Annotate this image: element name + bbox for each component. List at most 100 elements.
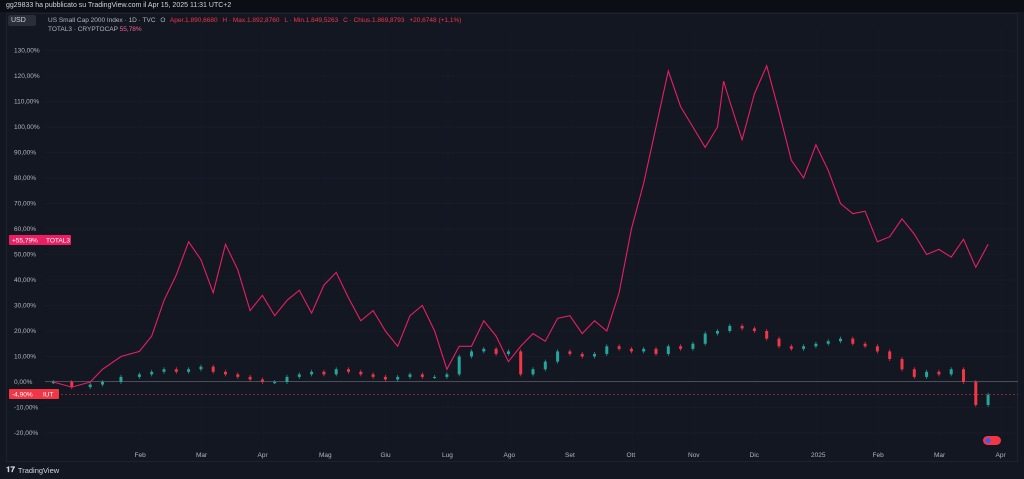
y-tick-label: 90,00%: [14, 150, 36, 157]
legend-compare-name[interactable]: TOTAL3 · CRYPTOCAP: [48, 26, 118, 33]
candle-body: [814, 343, 818, 347]
legend-open: Aper.1.890,6680: [169, 17, 218, 24]
legend-low: L · Min.1.849,5263: [284, 17, 339, 24]
candle-body: [654, 348, 658, 354]
candle-body: [789, 346, 793, 349]
legend-main-name[interactable]: US Small Cap 2000 Index · 1D · TVC: [48, 17, 156, 24]
y-tick-label: 30,00%: [14, 303, 36, 310]
y-tick-label: 60,00%: [14, 226, 36, 233]
x-tick-label: Nov: [688, 452, 700, 459]
candle-body: [162, 369, 166, 372]
candle-body: [334, 369, 338, 375]
x-tick-label: Dic: [750, 452, 760, 459]
x-tick-label: Ott: [627, 452, 636, 459]
y-tick-label: 0,00%: [14, 379, 33, 386]
x-axis-ticks: Feb Mar Apr Mag Giu Lug Ago Set Ott Nov Dic 2025 Feb…: [135, 452, 1007, 459]
iut-candles: [51, 323, 990, 407]
candle-body: [88, 384, 92, 388]
candle-body: [802, 346, 806, 349]
candle-body: [260, 379, 264, 382]
x-tick-label: Ago: [504, 452, 516, 459]
candle-body: [888, 351, 892, 360]
candle-body: [519, 351, 523, 375]
x-tick-label: Mag: [319, 452, 332, 459]
x-tick-label: Apr: [996, 452, 1007, 459]
candle-body: [347, 369, 350, 372]
candle-body: [666, 346, 670, 354]
x-tick-label: Giu: [381, 452, 392, 459]
x-tick-label: Feb: [135, 452, 147, 459]
candle-body: [556, 351, 560, 362]
candle-body: [568, 351, 572, 354]
candle-body: [863, 343, 867, 347]
candle-body: [703, 333, 707, 344]
total3-line: [53, 64, 989, 388]
candle-body: [765, 331, 769, 339]
candle-body: [211, 366, 215, 372]
x-tick-label: Apr: [258, 452, 269, 459]
candle-body: [716, 331, 719, 334]
candle-body: [371, 374, 375, 377]
candle-body: [470, 351, 473, 357]
candle-body: [962, 369, 965, 382]
candle-body: [119, 376, 123, 382]
candle-body: [629, 348, 633, 352]
candle-body: [986, 394, 990, 405]
candle-body: [457, 356, 461, 375]
candle-body: [826, 341, 830, 344]
candle-body: [900, 359, 904, 370]
candle-body: [912, 369, 916, 377]
candle-body: [925, 371, 929, 377]
x-tick-label: Feb: [873, 452, 885, 459]
candle-body: [875, 346, 879, 352]
y-tick-label: -20,00%: [14, 430, 38, 437]
total3-badge-value: +55,79%: [12, 238, 38, 245]
y-tick-label: 50,00%: [14, 252, 36, 259]
candle-body: [777, 338, 781, 347]
y-tick-label: 80,00%: [14, 175, 36, 182]
candle-body: [605, 346, 609, 354]
events-icon[interactable]: [983, 436, 1001, 445]
chart-legend: US Small Cap 2000 Index · 1D · TVC O Ape…: [48, 16, 464, 34]
candle-body: [531, 369, 535, 375]
candle-body: [949, 369, 953, 375]
candle-body: [285, 376, 289, 382]
y-axis-ticks: 130,00% 120,00% 110,00% 100,00% 90,00% 80,00%…: [14, 48, 40, 438]
candle-body: [273, 382, 277, 384]
candle-body: [642, 348, 646, 352]
candle-body: [150, 371, 154, 375]
y-tick-label: 100,00%: [14, 124, 40, 131]
total3-badge: +55,79% TOTAL3: [9, 235, 71, 245]
candle-body: [937, 371, 941, 375]
candle-body: [740, 325, 744, 329]
y-tick-label: -10,00%: [14, 405, 38, 412]
candle-body: [383, 376, 387, 380]
candle-body: [224, 371, 227, 375]
candle-body: [187, 369, 191, 372]
candle-body: [248, 376, 252, 380]
iut-badge-value: -4,90%: [12, 392, 33, 399]
chart-frame[interactable]: [6, 13, 1018, 462]
legend-compare-value: 55,78%: [119, 26, 142, 33]
candle-body: [506, 351, 510, 354]
candle-body: [297, 374, 301, 377]
grid-lines: [45, 28, 1015, 450]
candle-body: [51, 382, 55, 384]
currency-selector[interactable]: USD: [8, 15, 36, 26]
candle-body: [236, 374, 240, 377]
candle-body: [839, 338, 842, 342]
candle-body: [137, 374, 141, 377]
tradingview-watermark: 𝟏𝟕 TradingView: [6, 465, 59, 475]
legend-change: +20,6748 (+1,1%): [409, 17, 462, 24]
y-tick-label: 20,00%: [14, 328, 36, 335]
candle-body: [70, 382, 74, 388]
x-tick-label: Mar: [196, 452, 208, 459]
candle-body: [359, 371, 363, 375]
x-tick-label: Set: [565, 452, 575, 459]
y-tick-label: 120,00%: [14, 73, 40, 80]
candle-body: [580, 353, 584, 357]
candle-body: [433, 376, 437, 379]
candle-body: [543, 361, 547, 370]
legend-close: C · Chius.1.869,8793: [343, 17, 405, 24]
